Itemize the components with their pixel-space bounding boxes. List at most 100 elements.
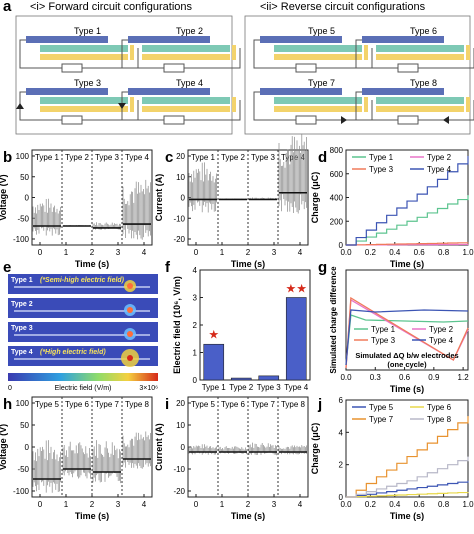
forward-frame <box>15 15 233 135</box>
x-tick-label: 0.4 <box>389 248 401 257</box>
x-tick-label: 0.0 <box>340 248 352 257</box>
y-tick-label: 20 <box>176 399 185 408</box>
x-tick-label: 0.6 <box>414 500 426 509</box>
y-tick-label: 800 <box>330 146 344 155</box>
circuit-type-2-wire-left <box>121 39 164 69</box>
legend-label: Type 2 <box>427 153 452 162</box>
x-axis-label: Time (s) <box>75 259 109 269</box>
circuit-type-6-wire-left <box>355 39 398 69</box>
x-tick-label: 0.0 <box>340 373 352 382</box>
circuit-type-6-mid-electrode <box>376 45 464 52</box>
y-tick-label: 0 <box>193 376 198 385</box>
circuit-type-8-wire-right <box>418 100 474 121</box>
x-tick-label: 0.6 <box>399 373 411 382</box>
segment-label: Type 5 <box>191 400 216 409</box>
panel-g-simulated: g 0.0 0.3 0.6 0.9 1.2 Time (s) Simulated charge… <box>318 259 469 394</box>
field-core <box>127 283 133 289</box>
circuit-type-7-top-electrode <box>260 88 342 95</box>
circuit-type-6-edge-electrode <box>466 45 470 60</box>
circuit-type-3-diode <box>16 103 24 109</box>
x-tick-label: 0.0 <box>340 500 352 509</box>
circuit-type-5-resistor <box>295 63 317 73</box>
circuit-type-6-top-electrode <box>362 36 444 43</box>
circuit-type-1-top-electrode <box>26 36 108 43</box>
circuit-type-5-bottom-electrode <box>274 54 362 60</box>
x-tick-label: 4 <box>142 500 147 509</box>
segment-label: Type 3 <box>95 153 120 162</box>
bar-type-2 <box>230 377 252 381</box>
segment-label: Type 1 <box>35 153 60 162</box>
y-tick-label: -10 <box>173 465 185 474</box>
y-tick-label: 4 <box>193 266 198 275</box>
y-tick-label: 10 <box>176 421 185 430</box>
circuit-type-1-mid-electrode <box>40 45 128 52</box>
colorbar <box>8 373 158 381</box>
panel-h-voltage: h 100 50 0 -50 -100 0 1 2 3 4 Time (s) Voltage (V) Ty… <box>0 396 153 521</box>
y-tick-label: 3 <box>193 294 198 303</box>
x-tick-label: 0.4 <box>389 500 401 509</box>
bar-type-3 <box>258 375 280 381</box>
panel-letter-f: f <box>165 259 171 276</box>
circuit-type-1-resistor <box>61 63 83 73</box>
circuit-type-3-label: Type 3 <box>74 78 101 88</box>
y-tick-label: 100 <box>16 399 30 408</box>
y-tick-label: 50 <box>20 421 29 430</box>
signal-trace <box>32 440 61 493</box>
signal-trace <box>278 133 307 214</box>
panel-letter-h: h <box>3 396 12 413</box>
circuit-type-4-label: Type 4 <box>176 78 203 88</box>
signal-trace <box>32 198 61 236</box>
panel-d-charge: d 0 200 400 600 800 0.0 0.2 0.4 0.6 0.8 1.0 Time (s)… <box>310 146 474 269</box>
circuit-type-5-label: Type 5 <box>308 26 335 36</box>
circuit-type-3-bottom-electrode <box>40 106 128 112</box>
y-tick-label: 0 <box>181 194 186 203</box>
circuit-type-4-mid-electrode <box>142 97 230 104</box>
x-tick-label: 0 <box>38 248 43 257</box>
panel-j-charge: j 0 2 4 6 0.0 0.2 0.4 0.6 0.8 1.0 Time (s) Charge (μ… <box>310 396 474 521</box>
circuit-type-8-mid-electrode <box>376 97 464 104</box>
x-tick-label: 0.2 <box>365 500 377 509</box>
circuit-type-7-edge-electrode <box>364 97 368 112</box>
panel-letter-e: e <box>3 259 11 276</box>
x-tick-label: 1 <box>220 500 225 509</box>
circuit-type-7-mid-electrode <box>274 97 362 104</box>
field-map <box>8 298 158 318</box>
circuit-type-5-mid-electrode <box>274 45 362 52</box>
circuit-type-8-edge-electrode <box>466 97 470 112</box>
circuit-type-8-bottom-electrode <box>376 106 464 112</box>
circuit-type-2-edge-electrode <box>232 45 236 60</box>
x-axis-label: Time (s) <box>231 511 265 521</box>
x-tick-label: 0.9 <box>428 373 440 382</box>
field-map <box>8 274 158 294</box>
x-tick-label: Type 4 <box>284 383 309 392</box>
y-tick-label: -10 <box>173 214 185 223</box>
y-tick-label: 2 <box>339 461 344 470</box>
field-map-label: Type 1 <box>11 277 33 284</box>
legend-label: Type 8 <box>427 415 452 424</box>
y-tick-label: -100 <box>13 487 30 496</box>
legend-label: Type 4 <box>427 165 452 174</box>
y-axis-label: Charge (μC) <box>310 423 320 475</box>
legend-label: Type 3 <box>371 336 396 345</box>
y-tick-label: -50 <box>17 214 29 223</box>
bar-type-1 <box>203 343 225 381</box>
field-core <box>127 331 133 337</box>
field-map-note: (*High electric field) <box>40 349 106 356</box>
x-tick-label: 1 <box>64 248 69 257</box>
signal-trace <box>92 440 121 484</box>
field-map-label: Type 3 <box>11 325 33 332</box>
panel-b-voltage: b 100 50 0 -50 -100 0 1 2 3 4 Time (s) Voltage (V) Ty… <box>0 149 153 269</box>
circuit-type-7-diode <box>341 116 347 124</box>
segment-label: Type 6 <box>221 400 246 409</box>
field-map <box>8 346 158 366</box>
y-tick-label: -50 <box>17 465 29 474</box>
plot-frame <box>345 399 469 498</box>
y-tick-label: 200 <box>330 217 344 226</box>
circuit-type-2-top-electrode <box>128 36 210 43</box>
signal-trace <box>122 179 151 240</box>
circuit-type-8-wire-left <box>355 91 398 121</box>
x-axis-label: Time (s) <box>390 259 424 269</box>
field-core <box>127 307 133 313</box>
x-tick-label: 1.2 <box>458 373 470 382</box>
segment-label: Type 6 <box>65 400 90 409</box>
